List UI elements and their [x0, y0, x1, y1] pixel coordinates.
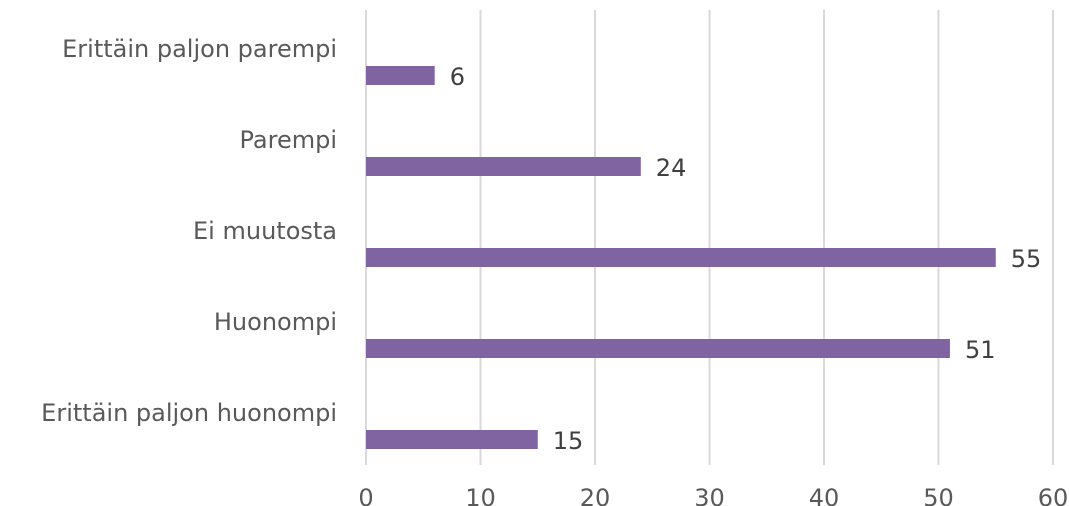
category-labels: Erittäin paljon parempi Parempi Ei muutost…: [41, 35, 337, 427]
data-label: 15: [553, 427, 584, 455]
bar: [366, 430, 538, 449]
category-label: Erittäin paljon parempi: [62, 35, 337, 63]
category-label: Erittäin paljon huonompi: [41, 399, 337, 427]
x-axis-tick-labels: 0 10 20 30 40 50 60: [358, 484, 1068, 506]
x-tick-label: 20: [580, 484, 611, 506]
x-tick-label: 0: [358, 484, 373, 506]
x-tick-label: 50: [923, 484, 954, 506]
category-label: Ei muutosta: [193, 217, 337, 245]
data-label: 55: [1011, 245, 1042, 273]
data-label: 6: [450, 63, 465, 91]
data-labels: 6 24 55 51 15: [450, 63, 1042, 455]
data-label: 51: [965, 336, 996, 364]
x-tick-label: 40: [809, 484, 840, 506]
bar: [366, 157, 641, 176]
x-tick-label: 60: [1038, 484, 1069, 506]
bar: [366, 66, 435, 85]
category-label: Huonompi: [214, 308, 337, 336]
data-label: 24: [656, 154, 687, 182]
bar: [366, 248, 996, 267]
bars: [366, 66, 996, 449]
x-tick-label: 30: [694, 484, 725, 506]
bar: [366, 339, 950, 358]
category-label: Parempi: [240, 126, 338, 154]
x-tick-label: 10: [465, 484, 496, 506]
gridlines: [365, 10, 1054, 465]
